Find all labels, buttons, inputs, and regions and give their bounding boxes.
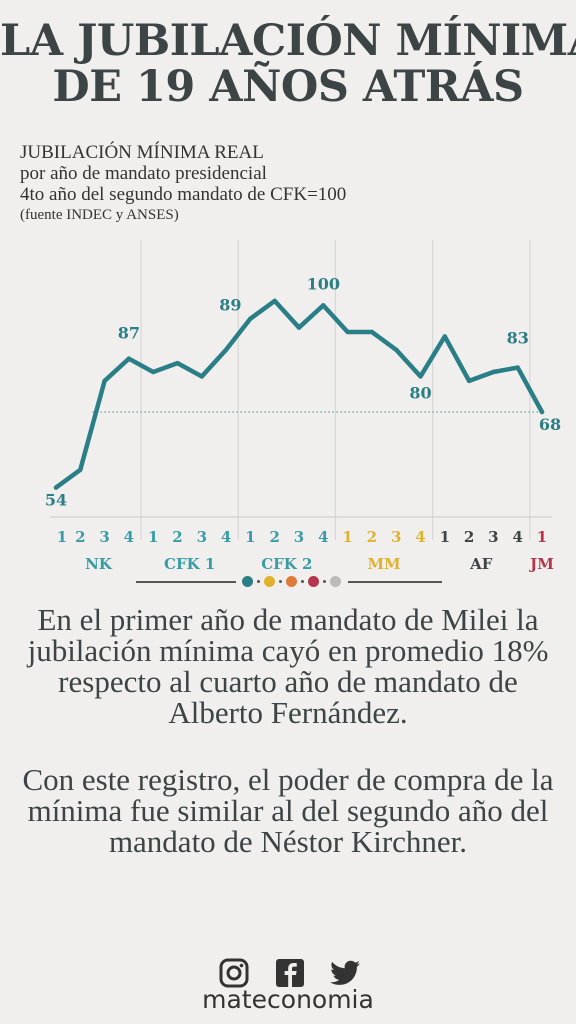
x-tick-label: 3 [99,528,109,546]
data-point [345,329,350,335]
x-tick-label: 1 [245,528,255,546]
title-line-1: LA JUBILACIÓN MÍNIMA [0,16,576,66]
x-tick-label: 4 [318,528,328,546]
group-label: NK [85,555,113,573]
x-tick-label: 1 [342,528,352,546]
data-label: 68 [539,415,561,434]
data-label: 89 [219,296,241,315]
group-label: CFK 2 [261,555,312,573]
data-point [515,365,520,370]
x-tick-label: 3 [197,528,207,546]
x-tick-label: 2 [75,528,85,546]
page-title: LA JUBILACIÓN MÍNIMA DE 19 AÑOS ATRÁS [0,18,576,110]
data-point [442,334,447,339]
chart-subtitle: JUBILACIÓN MÍNIMA REAL por año de mandat… [20,142,346,226]
x-tick-label: 4 [512,528,522,546]
data-point [321,303,326,308]
data-point [223,347,229,352]
chart-source: (fuente INDEC y ANSES) [20,207,179,223]
x-tick-label: 4 [124,528,134,546]
body-paragraph-2: Con este registro, el poder de compra de… [22,762,554,859]
x-tick-label: 2 [464,528,474,546]
x-tick-label: 1 [148,528,158,546]
data-point [53,485,59,490]
color-legend [136,574,442,590]
data-label: 83 [507,329,529,348]
x-tick-label: 2 [269,528,279,546]
data-point [272,298,277,304]
data-point [102,378,107,384]
data-label: 87 [118,324,140,343]
x-tick-label: 1 [537,528,547,546]
data-point [78,467,83,472]
title-line-2: DE 19 AÑOS ATRÁS [52,62,524,112]
data-point [126,356,132,361]
data-point [491,369,496,375]
x-tick-label: 3 [488,528,498,546]
x-tick-label: 1 [440,528,450,546]
legend-dot-2 [264,576,275,587]
data-point [151,369,156,375]
data-label: 54 [45,491,67,510]
x-tick-label: 1 [57,528,67,546]
x-tick-label: 3 [294,528,304,546]
legend-dot-1 [242,576,253,587]
legend-line-right [348,581,442,583]
subtitle-line-2: por año de mandato presidencial [20,163,267,184]
x-tick-label: 2 [367,528,377,546]
legend-line-left [136,581,236,583]
facebook-icon[interactable] [274,957,306,989]
instagram-icon[interactable] [218,957,250,989]
data-point [175,360,180,366]
legend-dot-5 [330,576,341,587]
subtitle-line-1: JUBILACIÓN MÍNIMA REAL [20,142,264,163]
data-point [466,378,472,384]
legend-separator-4 [323,580,326,583]
brand-name: mateconomia [202,985,374,1014]
legend-dot-3 [286,576,297,587]
x-tick-label: 4 [415,528,425,546]
subtitle-line-3: 4to año del segundo mandato de CFK=100 [20,184,347,205]
data-label: 80 [409,383,431,402]
data-point [418,374,423,379]
group-label: MM [367,555,400,573]
x-tick-label: 4 [221,528,231,546]
group-label: CFK 1 [164,555,215,573]
body-paragraph-1: En el primer año de mandato de Milei la … [27,602,549,730]
data-point [369,329,375,335]
x-tick-label: 2 [172,528,182,546]
data-point [539,409,545,415]
data-point [394,347,399,352]
legend-separator-3 [301,580,304,583]
data-label: 100 [307,274,340,293]
legend-separator-1 [257,580,260,583]
social-icons [218,957,363,991]
legend-dot-4 [308,576,319,587]
group-label: JM [528,555,554,573]
data-point [248,316,253,321]
group-label: AF [469,555,493,573]
twitter-icon[interactable] [328,957,360,989]
x-tick-label: 3 [391,528,401,546]
data-point [296,325,302,330]
legend-separator-2 [279,580,282,583]
data-point [199,374,204,379]
